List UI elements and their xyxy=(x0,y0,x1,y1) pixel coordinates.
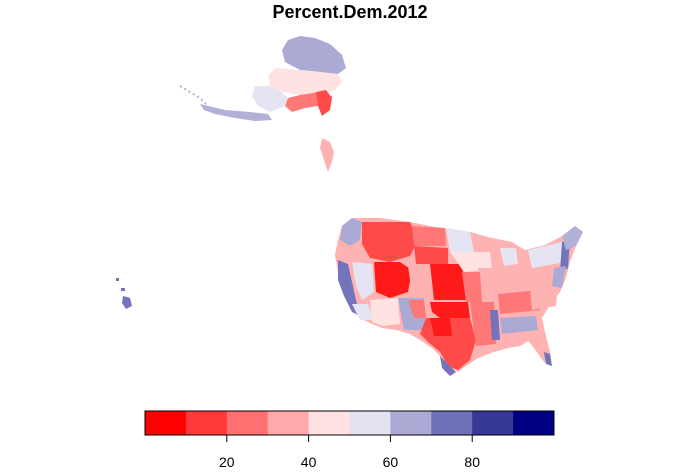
california-coast xyxy=(338,260,360,316)
michigan xyxy=(500,248,518,266)
legend-swatch xyxy=(349,411,391,435)
legend-swatch xyxy=(145,411,187,435)
legend-color-bar xyxy=(145,411,555,435)
oklahoma xyxy=(430,302,470,318)
hawaii-island-1 xyxy=(116,278,119,281)
legend-tick-label: 80 xyxy=(464,454,480,470)
hawaii-island-3 xyxy=(122,296,132,309)
legend-swatch xyxy=(185,411,228,435)
texas-border-blue xyxy=(440,356,456,376)
north-dakota xyxy=(412,226,446,246)
color-legend: 20 40 60 80 xyxy=(144,410,555,470)
south-florida xyxy=(544,352,552,366)
alaska-kenai xyxy=(316,90,332,116)
arizona xyxy=(370,298,400,326)
southern-california xyxy=(352,304,374,320)
legend-swatch xyxy=(308,411,350,435)
hawaii-region xyxy=(116,278,132,309)
indiana-ohio xyxy=(496,266,530,294)
legend-tick-label: 60 xyxy=(383,454,399,470)
alaska-interior xyxy=(268,68,342,95)
iowa-wisconsin xyxy=(450,252,492,272)
alaska-peninsula xyxy=(200,104,272,121)
nebraska-kansas xyxy=(430,264,466,300)
south-dakota xyxy=(414,246,448,264)
contiguous-us-region xyxy=(335,218,583,376)
minnesota xyxy=(446,228,474,252)
carolinas xyxy=(530,284,558,310)
alabama-georgia-blackbelt xyxy=(500,316,538,334)
texas-panhandle xyxy=(430,318,452,336)
illinois xyxy=(478,268,496,300)
alaska-north-slope xyxy=(282,36,346,74)
alaska-panhandle xyxy=(320,138,334,172)
pennsylvania-ny xyxy=(528,242,566,268)
legend-swatch xyxy=(472,411,514,435)
mississippi-delta xyxy=(490,310,500,340)
legend-swatch xyxy=(431,411,473,435)
map-title: Percent.Dem.2012 xyxy=(272,2,428,22)
missouri xyxy=(462,272,482,302)
colorado xyxy=(408,266,432,294)
alaska-southwest xyxy=(252,86,288,112)
nevada xyxy=(352,262,374,300)
legend-tick-label: 40 xyxy=(301,454,317,470)
mid-atlantic xyxy=(552,266,566,288)
new-mexico-east xyxy=(408,300,426,318)
legend-swatch xyxy=(267,411,310,435)
wyoming-utah xyxy=(374,262,412,298)
legend-swatch xyxy=(226,411,269,435)
alaska-region xyxy=(179,36,346,172)
pacific-northwest xyxy=(340,218,362,246)
new-england xyxy=(562,226,583,250)
legend-axis: 20 40 60 80 xyxy=(219,435,480,470)
idaho-montana xyxy=(362,222,418,262)
legend-swatch xyxy=(513,411,555,435)
alaska-aleutians xyxy=(179,85,207,105)
arkansas-louisiana xyxy=(470,302,496,346)
legend-frame xyxy=(144,410,555,436)
legend-tick-label: 20 xyxy=(219,454,235,470)
tennessee-kentucky xyxy=(498,290,540,314)
hawaii-island-2 xyxy=(121,288,125,291)
legend-swatch xyxy=(390,411,432,435)
